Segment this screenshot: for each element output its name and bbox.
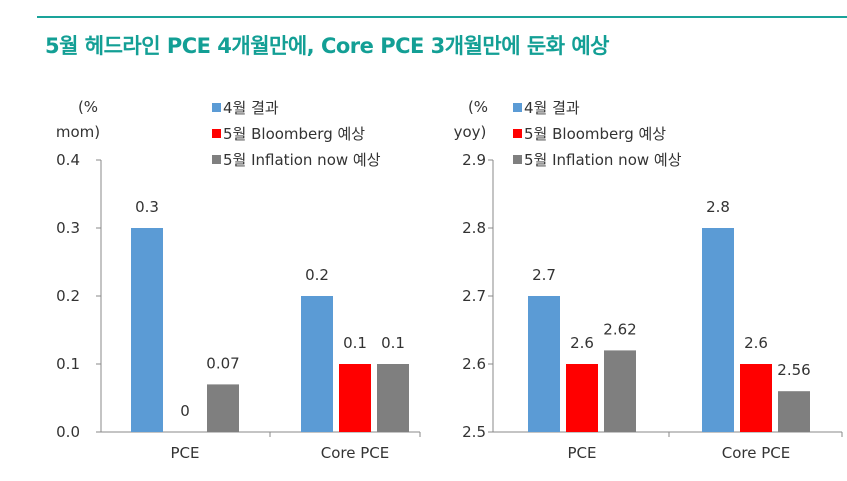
y-tick-label: 2.9 <box>462 151 486 169</box>
x-tick-label: Core PCE <box>722 444 790 462</box>
y-tick-label: 2.8 <box>462 219 486 237</box>
y-unit-label: (% <box>78 98 98 116</box>
y-unit-label: yoy) <box>454 123 487 141</box>
data-label: 2.56 <box>777 361 810 379</box>
bar <box>778 391 810 432</box>
yoy-bar-chart: (% yoy) 2.5 2.6 2.7 2.8 2.9 PCE Core PCE 2.7 2.8 2.… <box>454 98 843 462</box>
y-tick-label: 0.1 <box>56 355 80 373</box>
data-label: 0.2 <box>305 266 329 284</box>
data-label: 2.8 <box>706 198 730 216</box>
legend-swatch <box>212 155 221 164</box>
data-label: 2.6 <box>570 334 594 352</box>
data-label: 0.07 <box>206 354 239 372</box>
legend-label: 4월 결과 <box>223 99 279 117</box>
legend-swatch <box>212 103 221 112</box>
y-tick-label: 0.4 <box>56 151 80 169</box>
data-label: 0.1 <box>381 334 405 352</box>
bar <box>377 364 409 432</box>
data-label: 0.3 <box>135 198 159 216</box>
legend-label: 4월 결과 <box>524 99 580 117</box>
y-tick-label: 0.3 <box>56 219 80 237</box>
data-label: 2.6 <box>744 334 768 352</box>
y-tick-label: 0.0 <box>56 423 80 441</box>
data-label: 0 <box>180 402 190 420</box>
legend-swatch <box>513 103 522 112</box>
legend-label: 5월 Bloomberg 예상 <box>524 125 666 143</box>
y-tick-label: 2.6 <box>462 355 486 373</box>
bar <box>339 364 371 432</box>
page-title: 5월 헤드라인 PCE 4개월만에, Core PCE 3개월만에 둔화 예상 <box>45 34 609 58</box>
data-label: 2.7 <box>532 266 556 284</box>
y-unit-label: (% <box>468 98 488 116</box>
x-tick-label: PCE <box>171 444 200 462</box>
y-tick-label: 2.5 <box>462 423 486 441</box>
legend-swatch <box>513 155 522 164</box>
bar <box>702 228 734 432</box>
legend-swatch <box>212 129 221 138</box>
data-label: 0.1 <box>343 334 367 352</box>
bar <box>528 296 560 432</box>
bar <box>207 384 239 432</box>
data-label: 2.62 <box>603 320 636 338</box>
legend-swatch <box>513 129 522 138</box>
y-tick-label: 0.2 <box>56 287 80 305</box>
mom-bar-chart: (% mom) 0.0 0.1 0.2 0.3 0.4 PCE Core PCE 0.3 0.2 0 0… <box>56 98 421 462</box>
y-unit-label: mom) <box>56 123 100 141</box>
legend-label: 5월 Bloomberg 예상 <box>223 125 365 143</box>
legend-label: 5월 Inflation now 예상 <box>223 151 381 169</box>
y-tick-label: 2.7 <box>462 287 486 305</box>
bar <box>131 228 163 432</box>
x-tick-label: PCE <box>568 444 597 462</box>
bar <box>566 364 598 432</box>
x-tick-label: Core PCE <box>321 444 389 462</box>
bar <box>740 364 772 432</box>
bar <box>301 296 333 432</box>
bar <box>604 350 636 432</box>
top-rule <box>37 16 847 18</box>
legend-label: 5월 Inflation now 예상 <box>524 151 682 169</box>
